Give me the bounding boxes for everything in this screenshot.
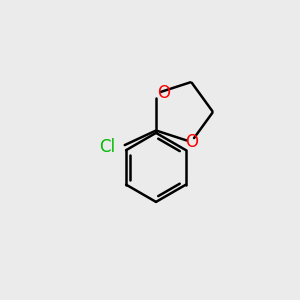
Text: Cl: Cl	[99, 138, 115, 156]
Text: O: O	[185, 133, 198, 151]
Text: O: O	[157, 85, 170, 103]
